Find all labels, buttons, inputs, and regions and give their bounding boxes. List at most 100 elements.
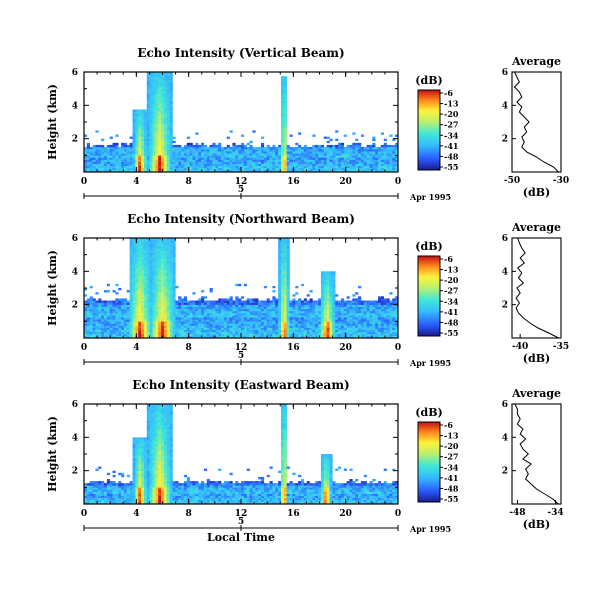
heatmap-cell — [392, 317, 396, 320]
heatmap-cell — [258, 163, 262, 167]
heatmap-cell — [358, 153, 362, 156]
heatmap-cell — [149, 72, 153, 75]
heatmap-cell — [286, 275, 290, 278]
heatmap-cell — [343, 155, 347, 158]
heatmap-cell — [346, 296, 350, 299]
heatmap-cell — [86, 335, 90, 339]
heatmap-cell — [98, 153, 102, 156]
heatmap-cell — [89, 169, 93, 173]
heatmap-cell — [212, 313, 216, 316]
heatmap-cell — [95, 331, 99, 335]
heatmap-cell — [329, 290, 333, 293]
heatmap-cell — [135, 265, 139, 268]
heatmap-cell — [232, 327, 236, 330]
heatmap-cell — [158, 248, 162, 251]
heatmap-cell — [332, 304, 336, 308]
heatmap-cell — [355, 144, 359, 148]
heatmap-cell — [109, 304, 113, 308]
heatmap-cell — [260, 325, 265, 328]
heatmap-cell — [161, 142, 165, 146]
heatmap-cell — [203, 317, 208, 320]
heatmap-cell — [263, 327, 267, 330]
heatmap-cell — [283, 169, 287, 173]
heatmap-cell — [215, 159, 219, 162]
heatmap-cell — [395, 142, 399, 146]
heatmap-cell — [123, 306, 128, 310]
heatmap-cell — [309, 153, 313, 156]
heatmap-cell — [378, 161, 382, 164]
heatmap-cell — [118, 302, 122, 305]
heatmap-cell — [129, 327, 133, 330]
heatmap-cell — [346, 331, 350, 335]
heatmap-cell — [249, 327, 253, 330]
heatmap-cell — [112, 159, 116, 162]
heatmap-cell — [312, 149, 316, 152]
heatmap-cell — [243, 300, 247, 303]
heatmap-cell — [280, 277, 285, 280]
heatmap-cell — [226, 333, 230, 337]
heatmap-cell — [249, 317, 253, 320]
heatmap-cell — [395, 333, 399, 337]
heatmap-cell — [295, 165, 299, 169]
heatmap-cell — [143, 325, 148, 328]
heatmap-cell — [126, 333, 130, 337]
heatmap-cell — [241, 169, 245, 173]
heatmap-cell — [360, 325, 365, 328]
heatmap-cell — [183, 161, 188, 164]
heatmap-cell — [338, 333, 342, 337]
profile-y-tick-label: 6 — [502, 68, 508, 78]
heatmap-cell — [343, 317, 347, 320]
heatmap-cell — [135, 142, 139, 146]
heatmap-cell — [280, 167, 285, 171]
heatmap-cell — [223, 329, 228, 333]
heatmap-cell — [84, 302, 88, 305]
heatmap-cell — [235, 149, 239, 152]
heatmap-cell — [372, 151, 376, 154]
heatmap-cell — [183, 165, 188, 169]
heatmap-cell — [172, 169, 176, 173]
heatmap-cell — [186, 136, 190, 139]
heatmap-cell — [280, 99, 285, 102]
heatmap-cell — [135, 149, 139, 152]
heatmap-cell — [283, 159, 287, 162]
heatmap-cell — [315, 308, 319, 312]
heatmap-cell — [172, 252, 176, 255]
heatmap-cell — [229, 333, 233, 337]
heatmap-cell — [166, 329, 170, 333]
heatmap-cell — [129, 306, 133, 310]
heatmap-cell — [146, 240, 150, 243]
heatmap-cell — [280, 76, 285, 79]
heatmap-cell — [266, 169, 270, 173]
heatmap-cell — [143, 333, 148, 337]
heatmap-cell — [352, 313, 356, 316]
heatmap-cell — [246, 298, 250, 301]
heatmap-cell — [189, 327, 193, 330]
panel-title: Echo Intensity (Vertical Beam) — [137, 46, 344, 60]
heatmap-cell — [309, 298, 313, 301]
heatmap-cell — [320, 292, 325, 295]
heatmap-cell — [158, 329, 162, 333]
heatmap-cell — [146, 142, 150, 146]
heatmap-cell — [346, 310, 350, 314]
heatmap-cell — [158, 285, 162, 289]
heatmap-cell — [369, 306, 373, 310]
heatmap-cell — [389, 315, 393, 318]
heatmap-cell — [189, 306, 193, 310]
heatmap-cell — [298, 298, 302, 301]
heatmap-cell — [152, 147, 156, 150]
heatmap-cell — [135, 319, 139, 322]
heatmap-cell — [141, 252, 145, 255]
y-tick-label: 6 — [72, 234, 78, 244]
x-tick-label: 20 — [339, 343, 352, 353]
heatmap-cell — [272, 155, 276, 158]
heatmap-cell — [152, 275, 156, 278]
heatmap-cell — [146, 335, 150, 339]
heatmap-cell — [92, 497, 96, 501]
heatmap-cell — [126, 155, 130, 158]
heatmap-cell — [149, 294, 153, 297]
heatmap-cell — [143, 285, 148, 289]
heatmap-cell — [221, 325, 225, 328]
heatmap-cell — [335, 329, 339, 333]
heatmap-cell — [132, 306, 136, 310]
heatmap-cell — [152, 315, 156, 318]
